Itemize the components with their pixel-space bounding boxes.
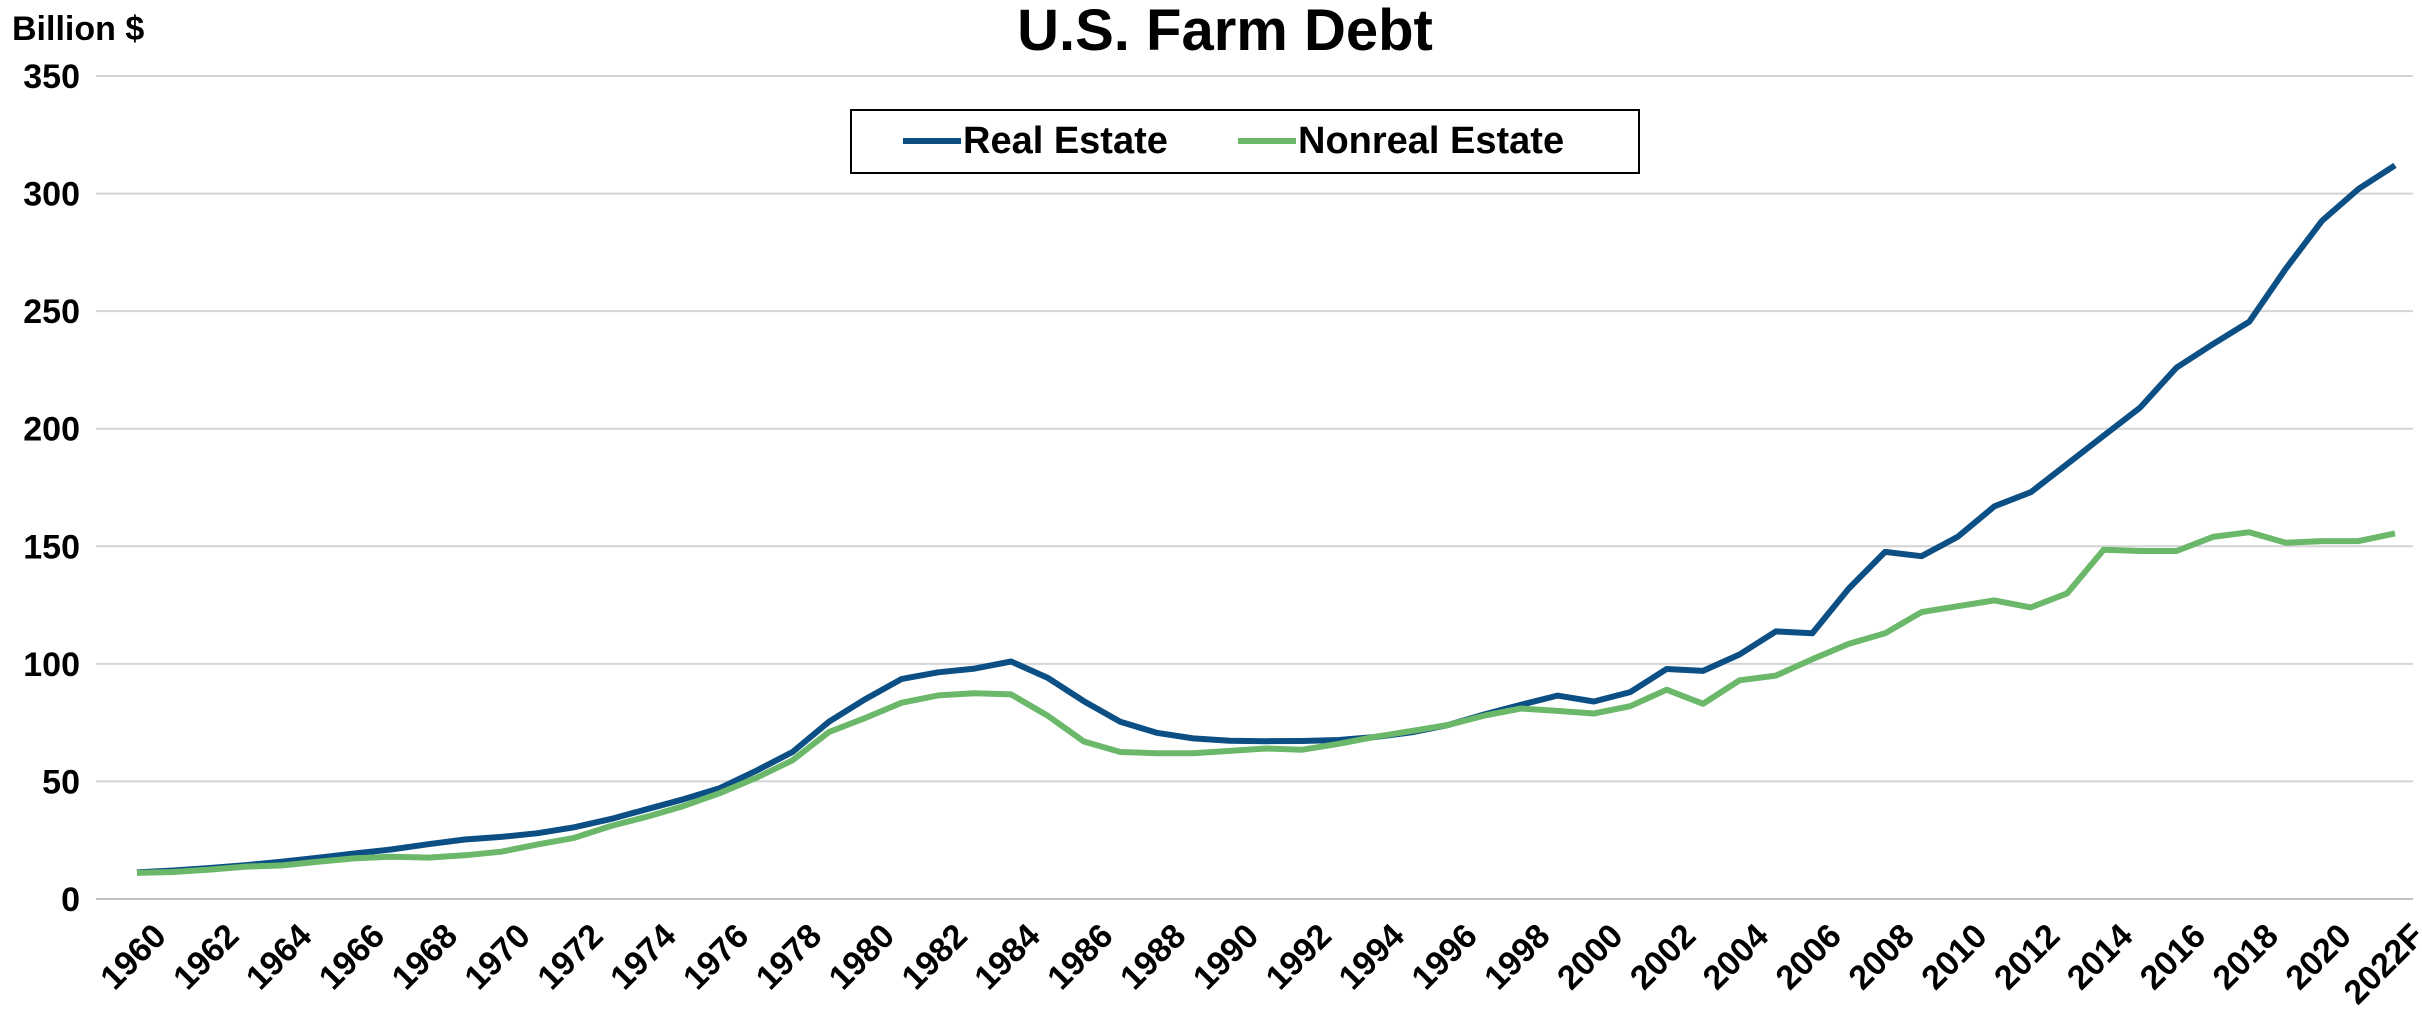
x-tick-label: 1974	[603, 917, 683, 997]
legend-label: Nonreal Estate	[1298, 120, 1564, 162]
x-tick-label: 2000	[1550, 917, 1630, 997]
x-tick-label: 2004	[1696, 917, 1776, 997]
x-tick-label: 1998	[1477, 917, 1557, 997]
x-tick-label: 1970	[457, 917, 537, 997]
y-tick-label: 300	[23, 176, 80, 214]
x-tick-label: 1988	[1113, 917, 1193, 997]
y-tick-label: 100	[23, 646, 80, 684]
x-tick-label: 2012	[1987, 917, 2067, 997]
y-tick-label: 200	[23, 411, 80, 449]
x-tick-label: 1986	[1040, 917, 1120, 997]
x-tick-label: 1984	[967, 917, 1047, 997]
x-tick-label: 2008	[1841, 917, 1921, 997]
x-tick-label: 2022F	[2337, 917, 2422, 1012]
x-tick-label: 1976	[676, 917, 756, 997]
x-tick-label: 1966	[312, 917, 392, 997]
x-tick-label: 1980	[822, 917, 902, 997]
legend-label: Real Estate	[963, 120, 1168, 162]
y-tick-label: 250	[23, 293, 80, 331]
x-tick-label: 1990	[1186, 917, 1266, 997]
x-tick-label: 1968	[385, 917, 465, 997]
y-tick-label: 150	[23, 528, 80, 566]
x-tick-label: 1992	[1259, 917, 1339, 997]
series-line	[136, 529, 2396, 876]
x-tick-label: 1978	[749, 917, 829, 997]
x-tick-label: 1996	[1404, 917, 1484, 997]
y-tick-label: 50	[42, 763, 80, 801]
chart-title: U.S. Farm Debt	[1017, 0, 1433, 63]
x-tick-label: 1960	[93, 917, 173, 997]
x-tick-label: 1972	[530, 917, 610, 997]
x-tick-label: 2010	[1914, 917, 1994, 997]
x-tick-label: 1982	[894, 917, 974, 997]
x-tick-label: 1964	[239, 917, 319, 997]
series-line	[136, 162, 2397, 876]
x-tick-label: 1962	[166, 917, 246, 997]
x-tick-label: 2018	[2206, 917, 2286, 997]
x-tick-label: 2006	[1769, 917, 1849, 997]
x-tick-label: 2014	[2060, 917, 2140, 997]
y-tick-label: 0	[61, 881, 80, 919]
x-tick-label: 2016	[2133, 917, 2213, 997]
y-axis-label: Billion $	[12, 10, 144, 48]
x-tick-label: 1994	[1332, 917, 1412, 997]
y-tick-label: 350	[23, 58, 80, 96]
x-tick-label: 2002	[1623, 917, 1703, 997]
